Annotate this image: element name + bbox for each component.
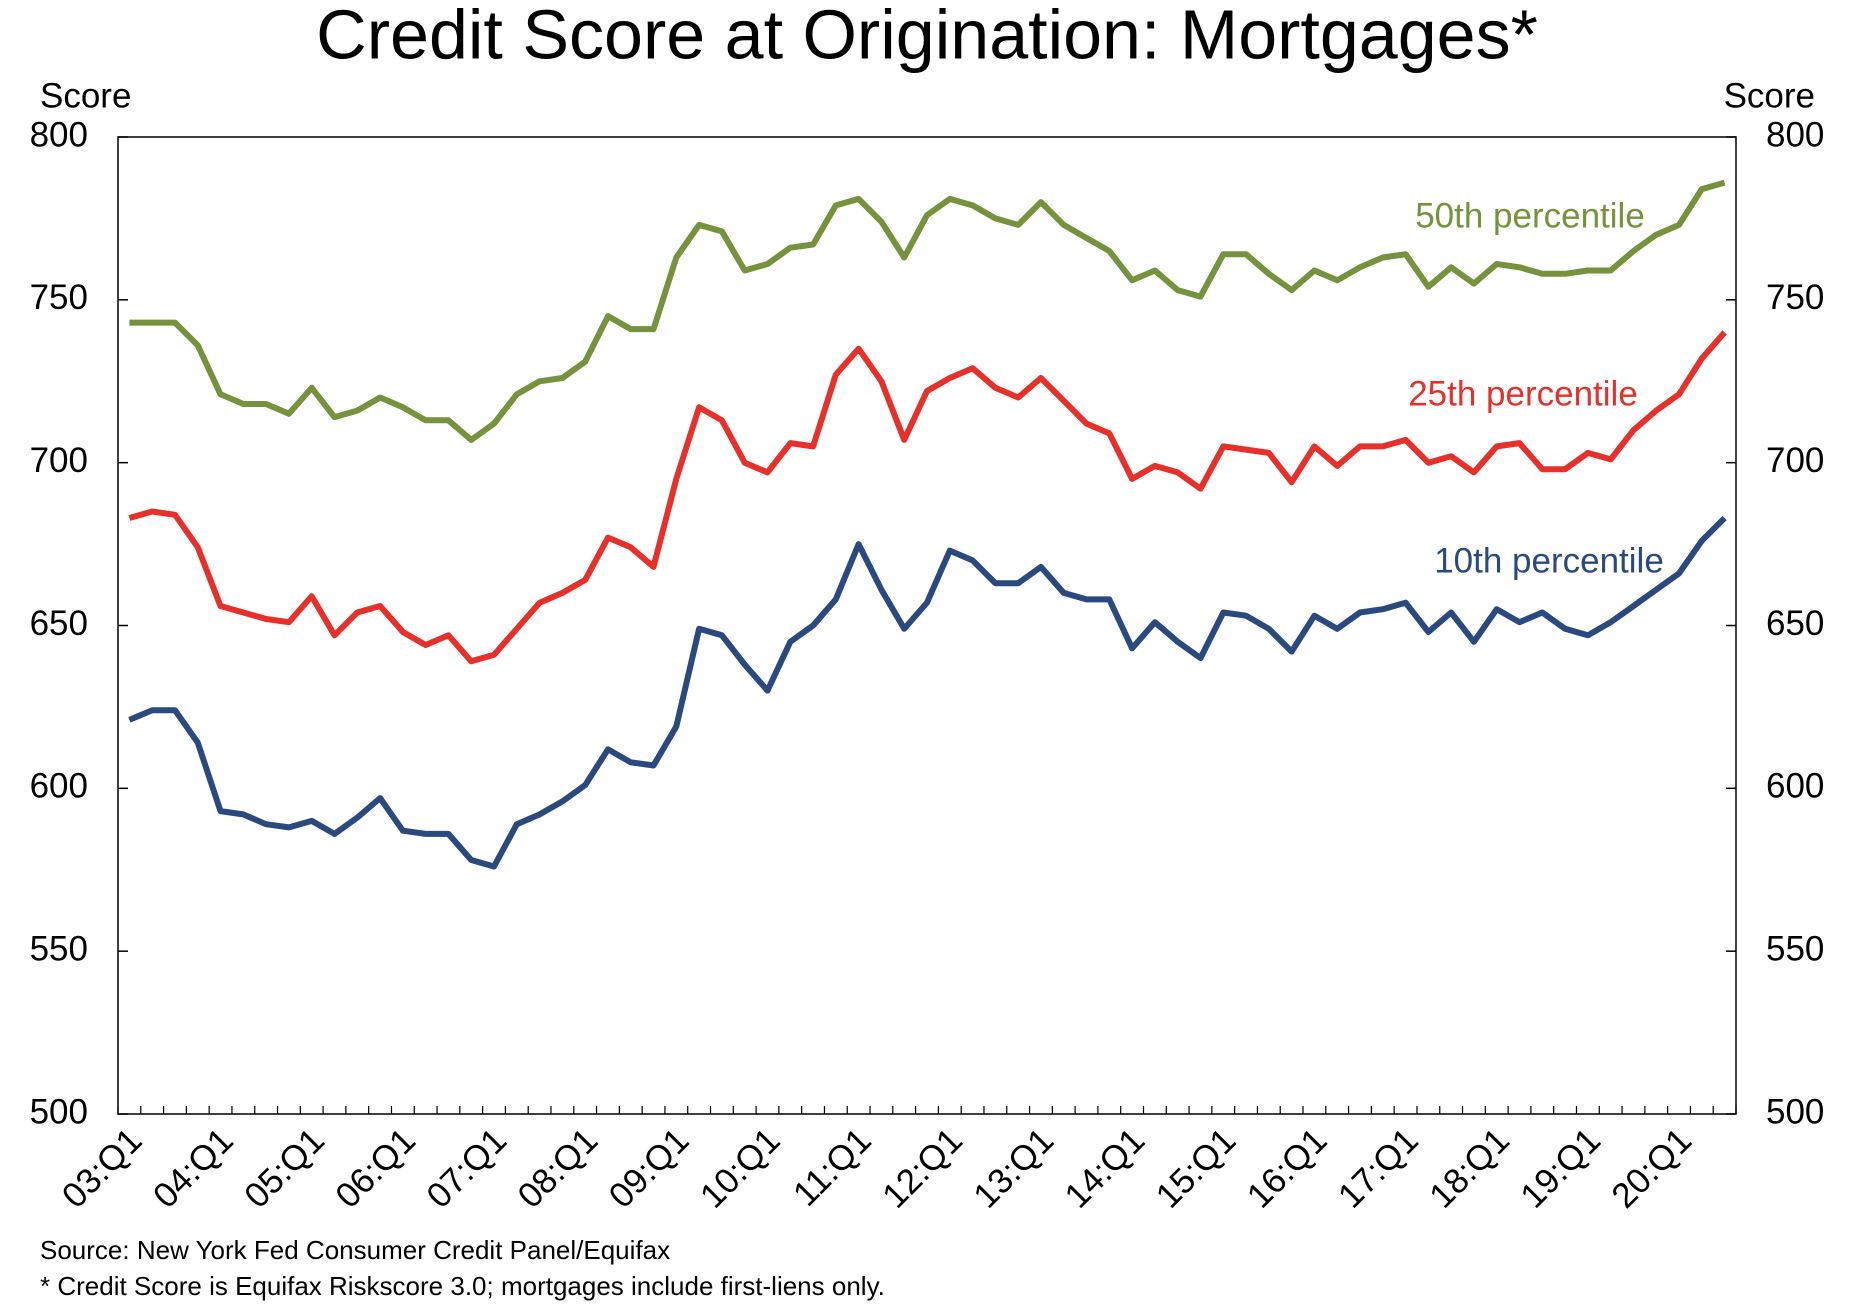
footnote: * Credit Score is Equifax Riskscore 3.0;… (40, 1271, 885, 1301)
x-tick-label: 05:Q1 (237, 1121, 332, 1216)
y-tick-label: 700 (30, 441, 88, 480)
x-tick-label: 18:Q1 (1422, 1121, 1517, 1216)
x-tick-label: 06:Q1 (328, 1121, 423, 1216)
series-label: 50th percentile (1415, 196, 1645, 235)
y-tick-label: 800 (30, 115, 88, 154)
line-series (129, 179, 1726, 443)
y-tick-label: 750 (30, 278, 88, 317)
x-tick-label: 14:Q1 (1057, 1121, 1152, 1216)
x-tick-label: 07:Q1 (419, 1121, 514, 1216)
x-tick-label: 12:Q1 (875, 1121, 970, 1216)
y-tick-label: 550 (30, 929, 88, 968)
chart-title: Credit Score at Origination: Mortgages* (316, 0, 1538, 73)
y-tick-label: 500 (30, 1092, 88, 1131)
source-note: Source: New York Fed Consumer Credit Pan… (40, 1235, 670, 1265)
x-tick-label: 17:Q1 (1331, 1121, 1426, 1216)
y2-axis-label: Score (1724, 76, 1815, 115)
plot-frame (117, 136, 1737, 1115)
series-label: 10th percentile (1434, 541, 1664, 580)
x-tick-label: 08:Q1 (510, 1121, 605, 1216)
y2-tick-label: 750 (1766, 278, 1824, 317)
y2-tick-label: 500 (1766, 1092, 1824, 1131)
x-tick-label: 10:Q1 (693, 1121, 788, 1216)
y2-tick-label: 800 (1766, 115, 1824, 154)
x-tick-label: 16:Q1 (1240, 1121, 1335, 1216)
x-tick-label: 04:Q1 (146, 1121, 241, 1216)
y-tick-label: 650 (30, 604, 88, 643)
x-tick-label: 19:Q1 (1513, 1121, 1608, 1216)
x-tick-label: 11:Q1 (786, 1121, 879, 1214)
x-tick-label: 13:Q1 (966, 1121, 1061, 1216)
y2-tick-label: 650 (1766, 604, 1824, 643)
y2-tick-label: 600 (1766, 767, 1824, 806)
y2-tick-label: 550 (1766, 929, 1824, 968)
y-tick-label: 600 (30, 767, 88, 806)
line-series (128, 330, 1727, 665)
x-tick-label: 20:Q1 (1604, 1121, 1699, 1216)
y-axis-label: Score (40, 76, 131, 115)
x-tick-label: 09:Q1 (602, 1121, 697, 1216)
series-label: 25th percentile (1408, 374, 1638, 413)
x-tick-label: 03:Q1 (55, 1121, 150, 1216)
x-tick-label: 15:Q1 (1148, 1121, 1243, 1216)
y2-tick-label: 700 (1766, 441, 1824, 480)
line-series (128, 515, 1727, 870)
